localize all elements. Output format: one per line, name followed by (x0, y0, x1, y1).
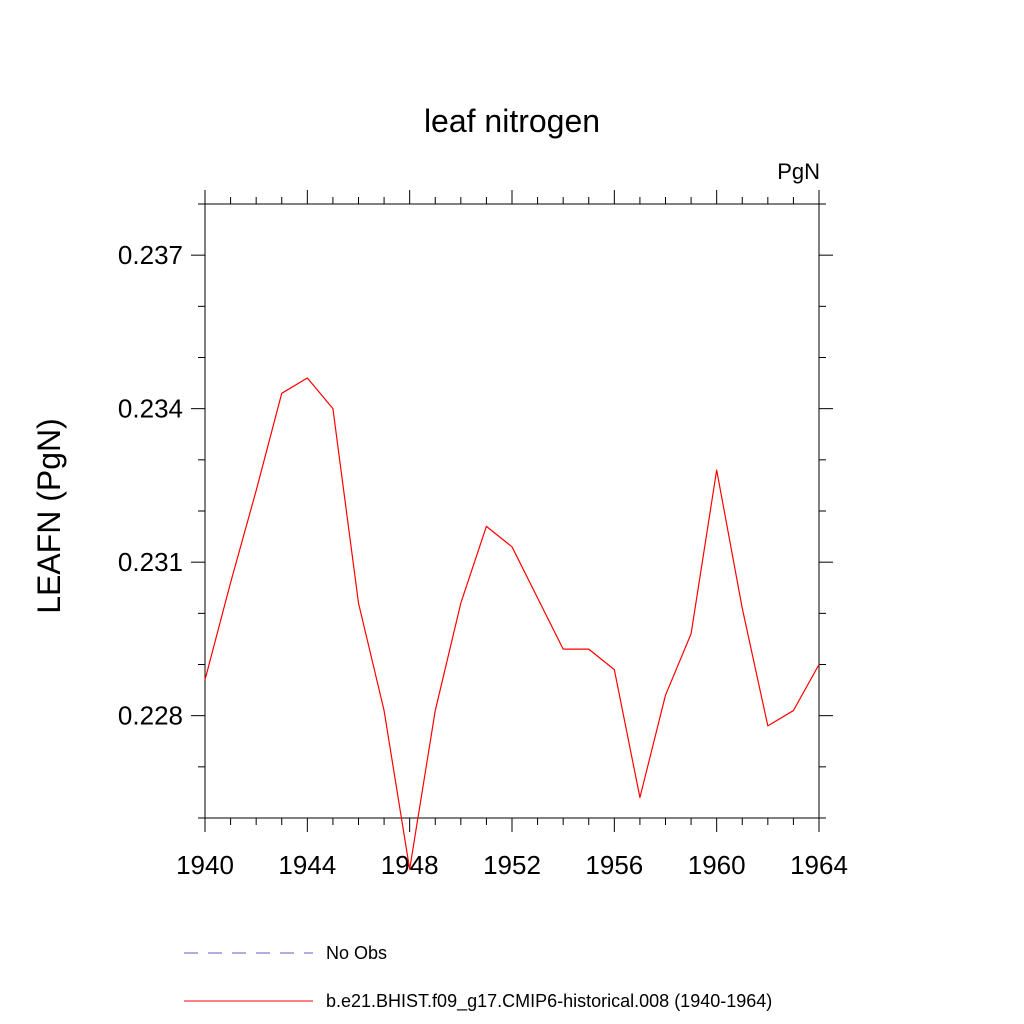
legend-label-historical: b.e21.BHIST.f09_g17.CMIP6-historical.008… (326, 991, 772, 1012)
series-lines (204, 377, 820, 870)
y-tick-label: 0.237 (118, 240, 183, 270)
x-tick-labels: 1940 1944 1948 1952 1956 1960 1964 (176, 850, 848, 880)
y-tick-label: 0.234 (118, 394, 183, 424)
chart-title: leaf nitrogen (424, 103, 600, 139)
x-tick-label: 1960 (688, 850, 746, 880)
plot-frame (204, 203, 820, 819)
x-tick-label: 1964 (790, 850, 848, 880)
x-tick-label: 1944 (278, 850, 336, 880)
legend: No Obs b.e21.BHIST.f09_g17.CMIP6-histori… (184, 943, 772, 1012)
x-tick-label: 1948 (381, 850, 439, 880)
x-tick-label: 1940 (176, 850, 234, 880)
y-tick-label: 0.231 (118, 547, 183, 577)
series-line-1 (204, 377, 820, 870)
x-tick-label: 1952 (483, 850, 541, 880)
axis-ticks (191, 190, 833, 832)
y-tick-labels: 0.228 0.231 0.234 0.237 (118, 240, 183, 731)
units-label: PgN (777, 159, 820, 184)
y-axis-label: LEAFN (PgN) (31, 418, 67, 614)
y-tick-label: 0.228 (118, 701, 183, 731)
legend-label-no-obs: No Obs (326, 943, 387, 963)
x-tick-label: 1956 (585, 850, 643, 880)
